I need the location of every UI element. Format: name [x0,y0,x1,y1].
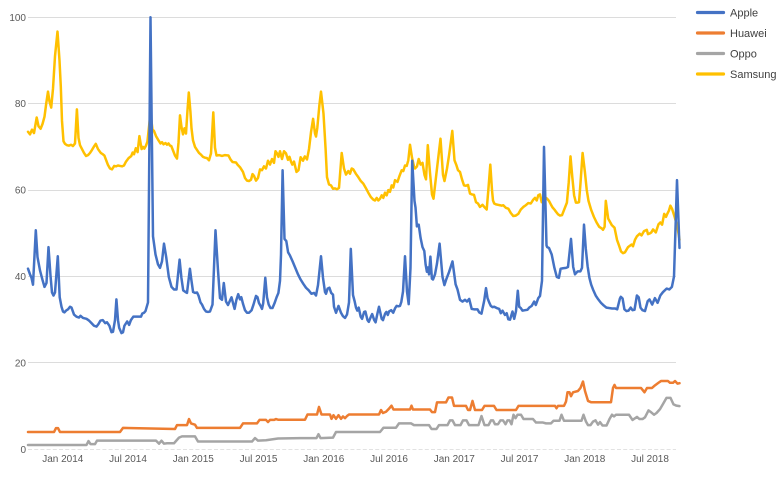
svg-text:Jul 2016: Jul 2016 [370,454,408,465]
svg-text:20: 20 [15,358,27,369]
svg-text:80: 80 [15,99,27,110]
svg-text:60: 60 [15,186,27,197]
svg-text:Oppo: Oppo [730,49,757,61]
svg-text:Jan 2016: Jan 2016 [303,454,345,465]
svg-text:Jan 2017: Jan 2017 [434,454,476,465]
svg-text:0: 0 [20,445,26,456]
svg-text:40: 40 [15,272,27,283]
svg-text:Jul 2018: Jul 2018 [631,454,669,465]
svg-text:Jan 2014: Jan 2014 [42,454,84,465]
svg-text:Jan 2015: Jan 2015 [173,454,215,465]
svg-text:Jul 2017: Jul 2017 [501,454,539,465]
svg-text:Jul 2014: Jul 2014 [109,454,147,465]
svg-text:Jul 2015: Jul 2015 [240,454,278,465]
svg-text:100: 100 [9,13,26,24]
svg-text:Samsung: Samsung [730,69,776,81]
svg-text:Jan 2018: Jan 2018 [564,454,606,465]
svg-text:Huawei: Huawei [730,28,767,40]
svg-text:Apple: Apple [730,8,758,20]
